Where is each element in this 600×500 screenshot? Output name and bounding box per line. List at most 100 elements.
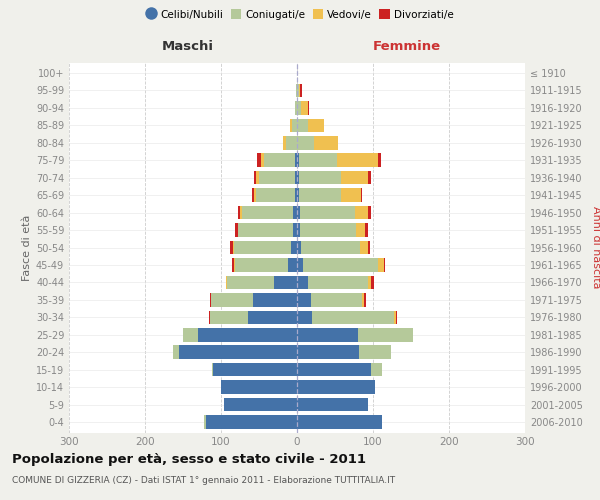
Bar bbox=[234, 240, 291, 254]
Bar bbox=[361, 188, 362, 202]
Bar bbox=[252, 188, 254, 202]
Bar bbox=[371, 276, 374, 289]
Bar bbox=[295, 154, 297, 167]
Bar bbox=[303, 258, 377, 272]
Bar bbox=[286, 136, 297, 149]
Y-axis label: Anni di nascita: Anni di nascita bbox=[591, 206, 600, 289]
Bar bbox=[371, 363, 382, 376]
Bar bbox=[368, 171, 371, 184]
Bar bbox=[365, 223, 368, 237]
Bar bbox=[297, 118, 308, 132]
Bar bbox=[288, 258, 297, 272]
Bar bbox=[364, 293, 366, 306]
Bar bbox=[297, 258, 303, 272]
Bar bbox=[211, 293, 253, 306]
Bar bbox=[368, 240, 370, 254]
Bar bbox=[377, 258, 383, 272]
Text: COMUNE DI GIZZERIA (CZ) - Dati ISTAT 1° gennaio 2011 - Elaborazione TUTTITALIA.I: COMUNE DI GIZZERIA (CZ) - Dati ISTAT 1° … bbox=[12, 476, 395, 485]
Bar bbox=[293, 206, 297, 220]
Bar bbox=[308, 101, 309, 114]
Bar bbox=[242, 206, 293, 220]
Bar bbox=[337, 154, 377, 167]
Bar bbox=[308, 276, 368, 289]
Bar bbox=[248, 310, 297, 324]
Bar bbox=[297, 363, 371, 376]
Bar bbox=[224, 398, 297, 411]
Bar bbox=[300, 223, 356, 237]
Bar bbox=[214, 363, 297, 376]
Bar bbox=[254, 171, 256, 184]
Bar bbox=[226, 276, 227, 289]
Bar bbox=[300, 84, 302, 97]
Bar bbox=[234, 258, 235, 272]
Bar bbox=[356, 223, 365, 237]
Bar bbox=[297, 398, 368, 411]
Bar bbox=[383, 258, 385, 272]
Bar bbox=[297, 415, 382, 429]
Bar bbox=[297, 84, 299, 97]
Bar bbox=[377, 154, 380, 167]
Bar bbox=[297, 346, 359, 359]
Bar bbox=[297, 188, 299, 202]
Bar bbox=[299, 171, 341, 184]
Bar bbox=[362, 293, 364, 306]
Bar bbox=[368, 206, 371, 220]
Bar bbox=[209, 310, 248, 324]
Bar bbox=[299, 84, 300, 97]
Bar bbox=[292, 118, 297, 132]
Bar bbox=[297, 136, 314, 149]
Bar bbox=[297, 328, 358, 342]
Bar bbox=[179, 346, 297, 359]
Bar bbox=[297, 206, 300, 220]
Bar bbox=[256, 188, 295, 202]
Bar bbox=[297, 240, 301, 254]
Bar bbox=[295, 171, 297, 184]
Bar bbox=[297, 276, 308, 289]
Bar bbox=[299, 154, 337, 167]
Bar bbox=[299, 188, 341, 202]
Bar bbox=[290, 118, 292, 132]
Bar bbox=[235, 223, 238, 237]
Bar bbox=[291, 240, 297, 254]
Bar bbox=[238, 223, 293, 237]
Bar bbox=[254, 188, 256, 202]
Bar bbox=[257, 154, 260, 167]
Bar bbox=[358, 328, 413, 342]
Bar bbox=[221, 380, 297, 394]
Bar bbox=[263, 154, 295, 167]
Bar bbox=[240, 206, 242, 220]
Bar bbox=[359, 346, 391, 359]
Bar bbox=[368, 276, 371, 289]
Bar bbox=[312, 310, 394, 324]
Text: Popolazione per età, sesso e stato civile - 2011: Popolazione per età, sesso e stato civil… bbox=[12, 452, 366, 466]
Bar bbox=[297, 171, 299, 184]
Legend: Celibi/Nubili, Coniugati/e, Vedovi/e, Divorziati/e: Celibi/Nubili, Coniugati/e, Vedovi/e, Di… bbox=[142, 5, 458, 24]
Y-axis label: Fasce di età: Fasce di età bbox=[22, 214, 32, 280]
Bar bbox=[260, 154, 263, 167]
Bar bbox=[300, 206, 355, 220]
Bar bbox=[295, 188, 297, 202]
Bar bbox=[209, 293, 211, 306]
Bar bbox=[360, 240, 368, 254]
Bar bbox=[238, 206, 240, 220]
Bar bbox=[293, 223, 297, 237]
Bar bbox=[256, 171, 259, 184]
Bar bbox=[183, 328, 198, 342]
Bar bbox=[296, 84, 297, 97]
Bar bbox=[232, 258, 234, 272]
Bar bbox=[204, 415, 206, 429]
Bar bbox=[311, 293, 362, 306]
Text: Femmine: Femmine bbox=[373, 40, 440, 54]
Bar bbox=[235, 258, 288, 272]
Bar bbox=[274, 276, 297, 289]
Bar bbox=[297, 293, 311, 306]
Bar bbox=[297, 154, 299, 167]
Bar bbox=[297, 101, 301, 114]
Bar bbox=[198, 328, 297, 342]
Bar bbox=[355, 206, 368, 220]
Text: Maschi: Maschi bbox=[161, 40, 214, 54]
Bar bbox=[297, 223, 300, 237]
Bar bbox=[396, 310, 397, 324]
Bar bbox=[227, 276, 274, 289]
Bar bbox=[212, 363, 214, 376]
